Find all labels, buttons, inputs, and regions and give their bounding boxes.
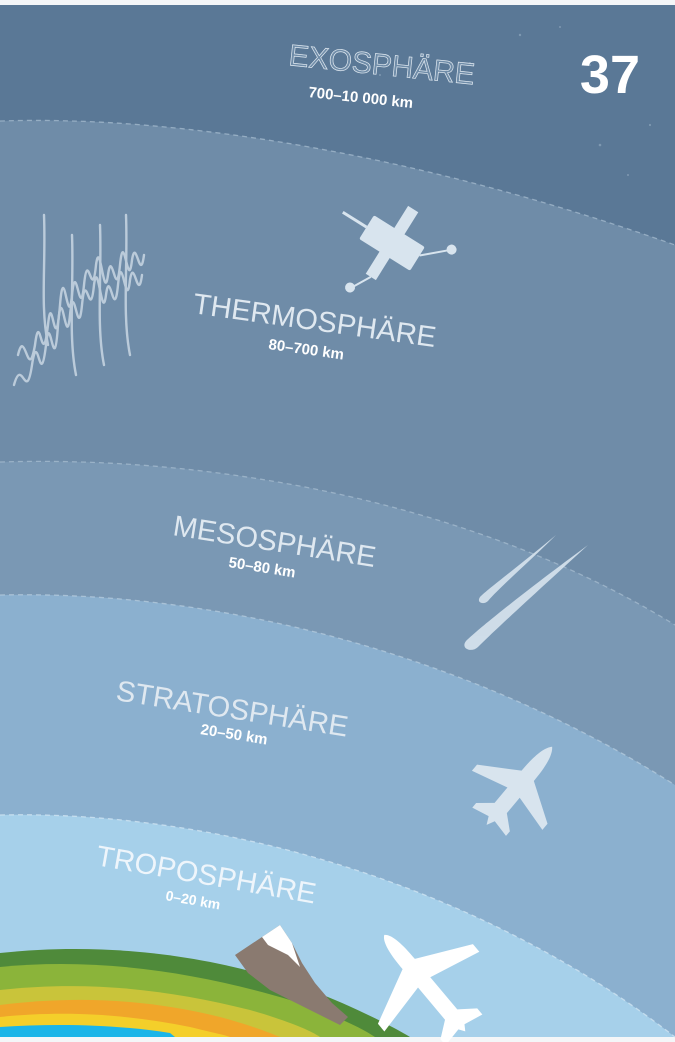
earth-landscape xyxy=(0,925,410,1037)
stars-icon xyxy=(379,26,652,176)
page-number: 37 xyxy=(580,45,640,105)
meteor-icon xyxy=(464,535,588,650)
exosphere-boundary xyxy=(0,119,675,246)
aurora-icon xyxy=(12,213,146,387)
mesosphere-boundary xyxy=(0,594,675,786)
thermosphere-boundary xyxy=(0,460,675,626)
airliner-icon xyxy=(377,934,483,1042)
stratosphere-boundary xyxy=(0,814,675,1038)
fighter-jet-icon xyxy=(471,746,553,836)
satellite-icon xyxy=(342,205,457,293)
